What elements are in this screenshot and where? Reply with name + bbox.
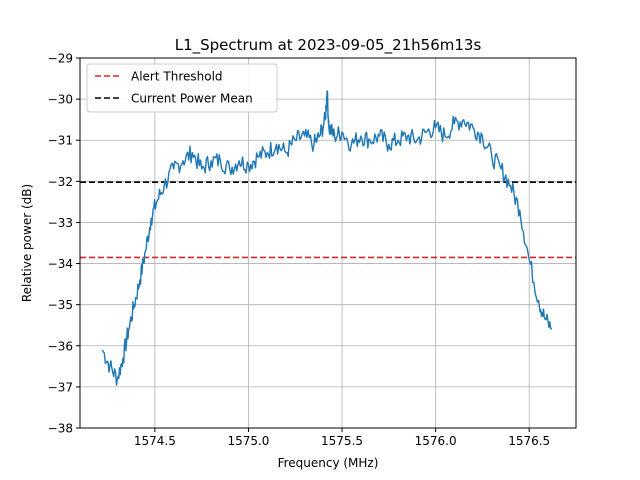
plot-frame [79,57,577,429]
y-tick-label: −34 [48,257,73,271]
y-axis-label: Relative power (dB) [20,184,34,302]
y-tick-label: −38 [48,422,73,436]
x-tick-label: 1576.5 [508,434,550,448]
legend: Alert Threshold Current Power Mean [86,63,278,113]
series-line [101,90,553,386]
y-tick-label: −35 [48,298,73,312]
x-tick-label: 1575.0 [227,434,269,448]
y-tick-label: −33 [48,216,73,230]
legend-label: Alert Threshold [131,70,223,84]
y-tick-label: −29 [48,52,73,66]
chart-title: L1_Spectrum at 2023-09-05_21h56m13s [175,36,482,55]
x-tick-label: 1576.0 [415,434,457,448]
axis-ticks: 1574.5 1575.0 1575.5 1576.0 1576.5 −38 −37 −36 −… [48,52,551,449]
y-tick-label: −37 [48,380,73,394]
x-tick-label: 1575.5 [321,434,363,448]
legend-box [86,63,278,113]
reference-lines [80,181,576,259]
y-tick-label: −31 [48,134,73,148]
y-tick-label: −32 [48,175,73,189]
y-tick-label: −36 [48,339,73,353]
x-tick-label: 1574.5 [134,434,176,448]
y-tick-label: −30 [48,93,73,107]
series-group [101,90,553,386]
legend-label: Current Power Mean [131,92,253,106]
x-axis-label: Frequency (MHz) [278,456,379,470]
